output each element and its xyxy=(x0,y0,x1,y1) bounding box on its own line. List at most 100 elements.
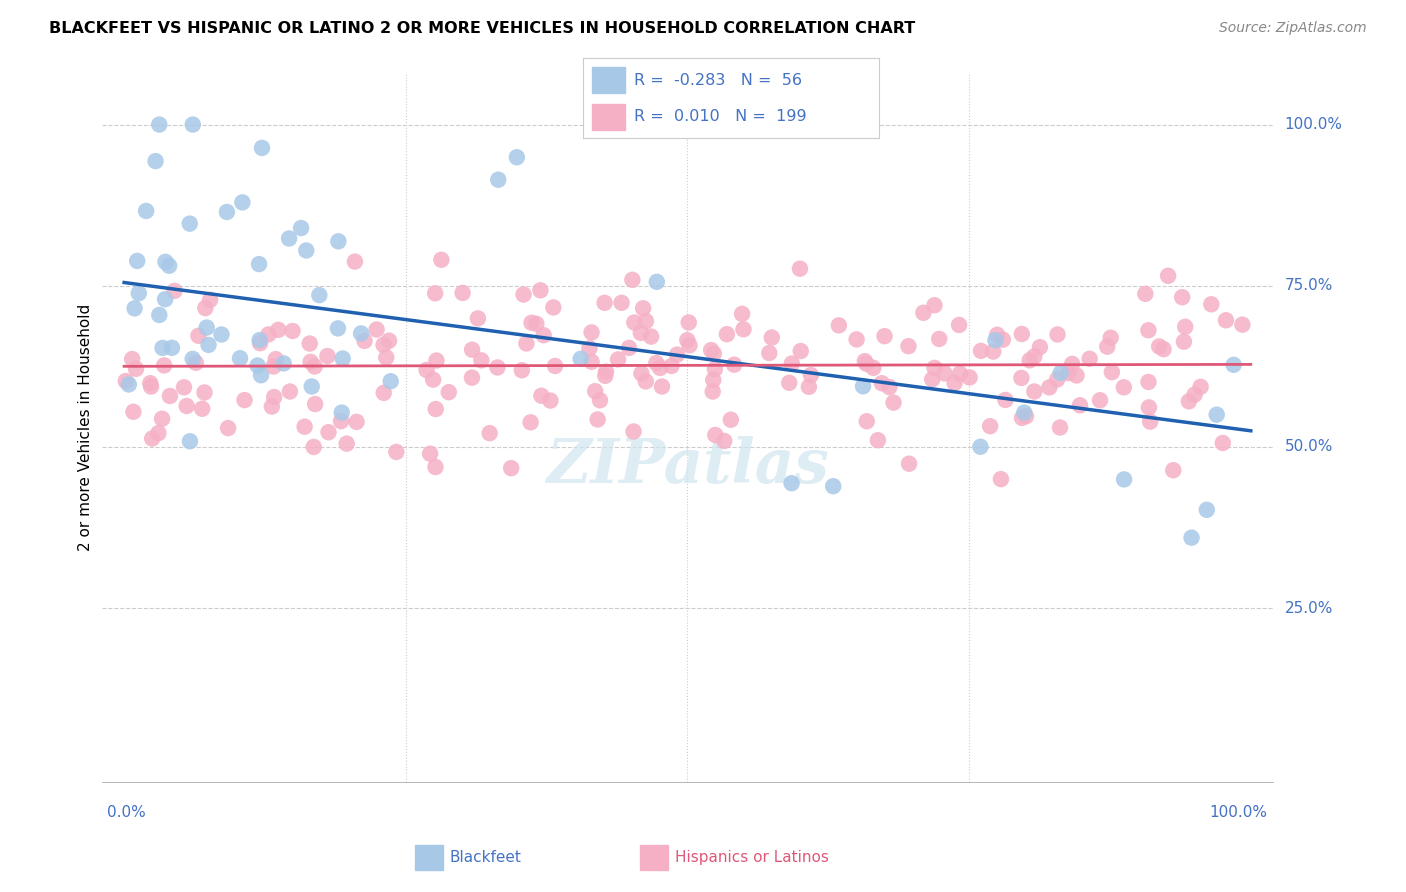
Point xyxy=(250,141,273,155)
Point xyxy=(1101,365,1123,379)
Point xyxy=(467,311,489,326)
Point xyxy=(193,385,215,400)
Point xyxy=(1088,393,1111,408)
Text: Blackfeet: Blackfeet xyxy=(450,850,522,864)
Point xyxy=(295,244,318,258)
Text: Source: ZipAtlas.com: Source: ZipAtlas.com xyxy=(1219,21,1367,35)
Point xyxy=(179,217,201,231)
Point xyxy=(1049,420,1071,434)
Point xyxy=(943,376,966,390)
Point xyxy=(246,359,269,373)
Point xyxy=(581,326,603,340)
Point xyxy=(520,316,543,330)
Point xyxy=(260,400,283,414)
Point xyxy=(630,367,652,381)
Point xyxy=(373,338,395,352)
Point xyxy=(419,447,441,461)
Point xyxy=(163,284,186,298)
Text: BLACKFEET VS HISPANIC OR LATINO 2 OR MORE VEHICLES IN HOUSEHOLD CORRELATION CHAR: BLACKFEET VS HISPANIC OR LATINO 2 OR MOR… xyxy=(49,21,915,36)
Point xyxy=(969,440,991,454)
Point xyxy=(160,341,183,355)
Point xyxy=(986,327,1008,342)
Point xyxy=(308,288,330,302)
Point xyxy=(586,412,609,426)
Point xyxy=(249,336,271,351)
Point xyxy=(780,476,803,491)
Point xyxy=(176,399,198,413)
Point xyxy=(661,359,683,373)
Point xyxy=(187,328,209,343)
Point xyxy=(135,203,157,218)
Point xyxy=(515,336,537,351)
Point xyxy=(1153,342,1175,356)
Point xyxy=(150,411,173,425)
Point xyxy=(425,402,447,417)
Point xyxy=(198,293,221,307)
Point xyxy=(152,341,174,355)
Point xyxy=(373,385,395,400)
Point xyxy=(640,329,662,343)
Point xyxy=(250,368,273,383)
Point xyxy=(422,373,444,387)
Point xyxy=(148,118,170,132)
Point xyxy=(262,359,284,374)
Point xyxy=(139,379,162,393)
Point xyxy=(353,334,375,348)
Point xyxy=(704,428,727,442)
Text: Hispanics or Latinos: Hispanics or Latinos xyxy=(675,850,828,864)
Point xyxy=(1173,334,1195,349)
Point xyxy=(336,436,359,450)
Point xyxy=(828,318,851,333)
Point xyxy=(326,321,349,335)
Point xyxy=(823,479,845,493)
Point xyxy=(461,343,484,357)
Point xyxy=(1178,394,1201,409)
Point xyxy=(114,374,136,388)
Point xyxy=(233,393,256,408)
Point xyxy=(194,301,217,315)
Y-axis label: 2 or more Vehicles in Household: 2 or more Vehicles in Household xyxy=(79,304,93,551)
Point xyxy=(645,356,668,370)
Point xyxy=(1137,323,1160,337)
Point xyxy=(380,374,402,388)
Point xyxy=(184,356,207,370)
Point xyxy=(716,327,738,342)
Point xyxy=(924,298,946,312)
Point xyxy=(870,376,893,391)
Point xyxy=(883,395,905,409)
Point xyxy=(1212,436,1234,450)
Point xyxy=(1215,313,1237,327)
Point xyxy=(731,307,754,321)
Point xyxy=(267,323,290,337)
Point xyxy=(758,346,780,360)
Point xyxy=(879,380,901,394)
Point xyxy=(1038,380,1060,394)
Point xyxy=(593,295,616,310)
Point xyxy=(278,231,301,245)
Point xyxy=(702,384,724,399)
Point xyxy=(634,375,657,389)
Point xyxy=(581,355,603,369)
Point xyxy=(981,344,1004,359)
Point xyxy=(155,254,177,268)
Point xyxy=(385,445,408,459)
Point xyxy=(231,195,253,210)
Point xyxy=(139,376,162,391)
Point xyxy=(425,353,447,368)
Point xyxy=(1137,375,1160,389)
Point xyxy=(1171,290,1194,304)
Point xyxy=(304,359,326,374)
Point xyxy=(153,359,176,373)
Point xyxy=(1157,268,1180,283)
Point xyxy=(318,425,340,440)
Point xyxy=(948,318,970,332)
Point xyxy=(623,425,645,439)
Point xyxy=(415,363,437,377)
Point xyxy=(1010,371,1032,385)
Point xyxy=(478,426,501,441)
Bar xyxy=(592,103,624,130)
Point xyxy=(298,336,321,351)
Point xyxy=(229,351,252,366)
Point xyxy=(425,460,447,475)
Point xyxy=(595,365,617,379)
